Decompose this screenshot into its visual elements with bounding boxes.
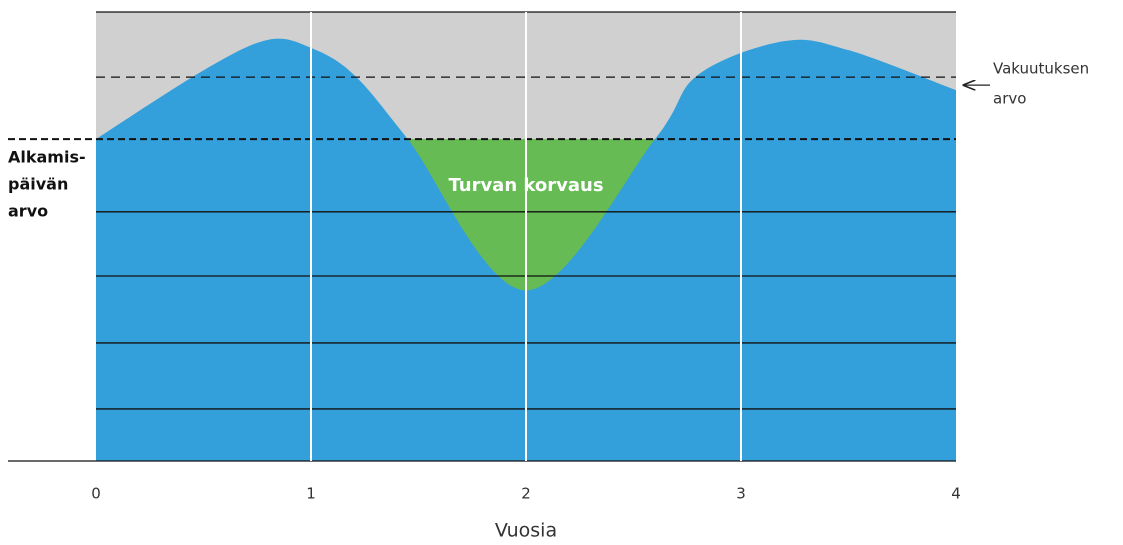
insured-value-label: Vakuutuksen bbox=[993, 60, 1089, 78]
x-tick-label: 0 bbox=[91, 485, 101, 503]
x-axis-label: Vuosia bbox=[495, 520, 557, 542]
start-value-label: päivän bbox=[8, 175, 68, 194]
x-tick-label: 1 bbox=[306, 485, 316, 503]
x-tick-label: 2 bbox=[521, 485, 531, 503]
x-tick-label: 3 bbox=[736, 485, 746, 503]
fill-label: Turvan korvaus bbox=[448, 175, 603, 196]
start-value-label: arvo bbox=[8, 202, 48, 221]
start-value-label: Alkamis- bbox=[8, 148, 86, 167]
insured-value-label: arvo bbox=[993, 90, 1026, 108]
x-tick-label: 4 bbox=[951, 485, 961, 503]
